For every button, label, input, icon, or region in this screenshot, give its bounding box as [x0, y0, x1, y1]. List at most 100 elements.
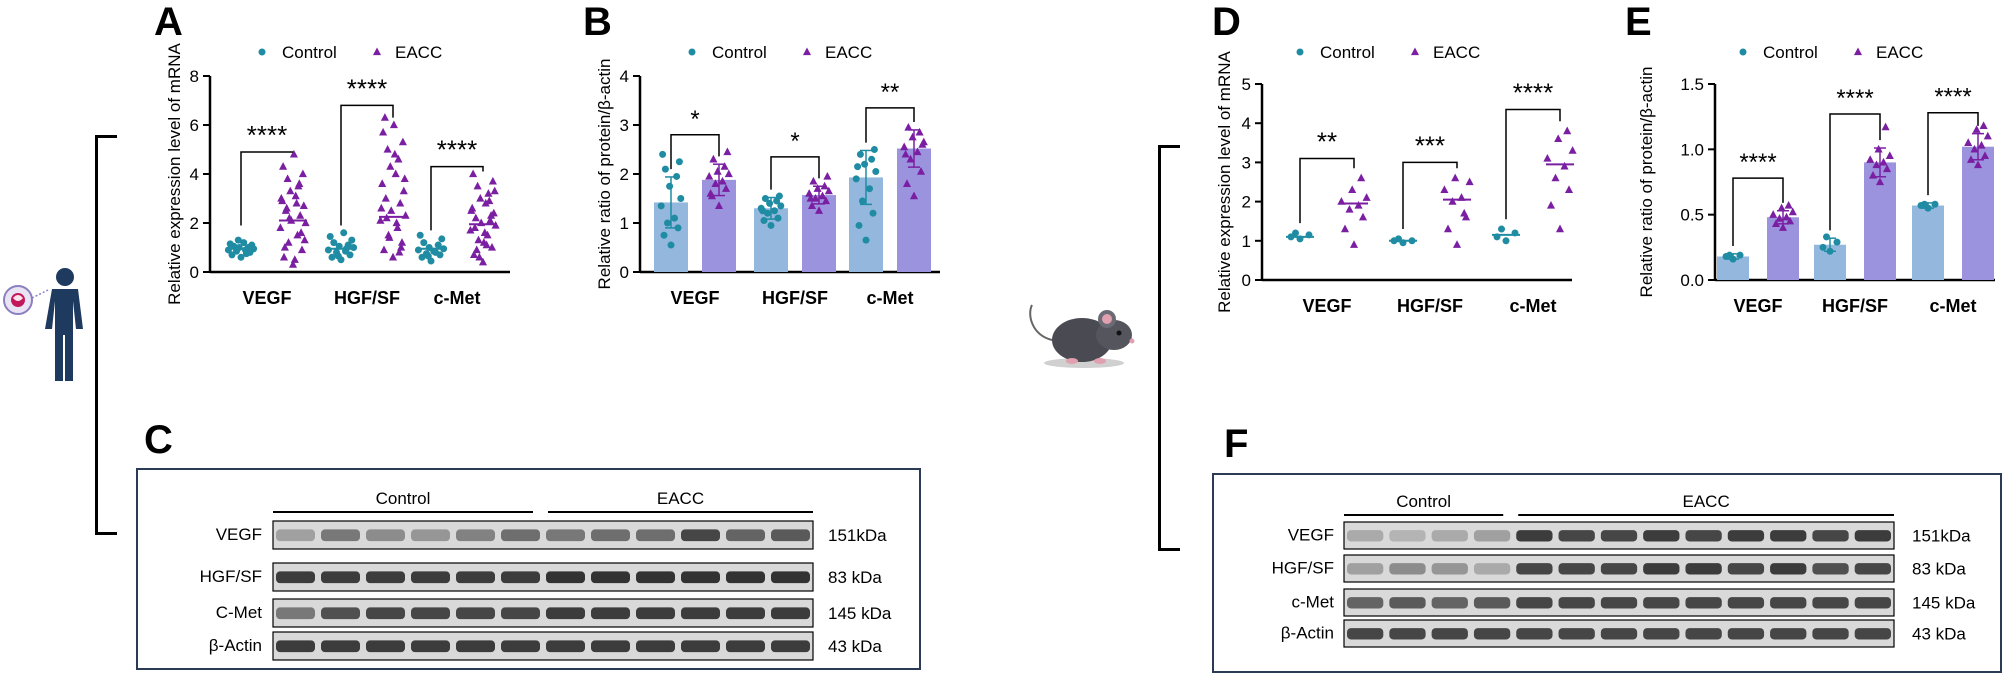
blot-band [726, 607, 765, 620]
control-point [334, 252, 342, 260]
eacc-point [1785, 216, 1795, 225]
eacc-point [813, 184, 822, 192]
legend-control-marker [1739, 48, 1747, 56]
eacc-point [388, 252, 398, 261]
eacc-point [818, 191, 827, 200]
eacc-point [1340, 224, 1350, 233]
control-point [671, 214, 678, 222]
y-tick-label: 4 [190, 165, 199, 184]
eacc-point [476, 194, 485, 202]
eacc-point [391, 169, 400, 178]
x-tick-label: c-Met [1929, 296, 1976, 316]
significance-bracket [670, 134, 720, 170]
control-point [1498, 225, 1505, 233]
blot-band [1770, 530, 1807, 542]
eacc-point [387, 206, 396, 214]
eacc-point [297, 245, 307, 254]
control-point [248, 241, 256, 249]
eacc-point [720, 162, 729, 170]
control-point [237, 253, 245, 261]
control-point [1726, 251, 1733, 259]
blot-band [1516, 563, 1553, 575]
eacc-point [466, 225, 475, 234]
control-point [666, 182, 674, 190]
legend-control-marker [688, 48, 696, 56]
eacc-point [276, 223, 285, 232]
eacc-point [824, 186, 833, 195]
blot-band [1473, 597, 1511, 609]
eacc-point [1872, 160, 1881, 169]
control-point [234, 236, 242, 244]
control-point [1931, 200, 1939, 208]
control-point [872, 168, 880, 176]
blot-band [456, 571, 495, 584]
blot-band [411, 571, 450, 584]
blot-band [1558, 530, 1595, 542]
blot-size-label: 151kDa [828, 526, 887, 545]
eacc-point [1568, 146, 1577, 154]
y-tick-label: 8 [190, 67, 199, 86]
control-group-label: Control [376, 489, 431, 508]
eacc-group-label: EACC [657, 489, 704, 508]
significance-label: ** [1317, 126, 1337, 156]
y-axis-label: Relative expression level of mRNA [165, 42, 184, 304]
eacc-point [490, 186, 499, 195]
legend-control-label: Control [712, 43, 767, 62]
eacc-point [1775, 214, 1784, 222]
eacc-point [1551, 173, 1560, 182]
control-point [673, 172, 681, 180]
blot-band [591, 607, 630, 620]
blot-band [591, 571, 630, 584]
eacc-point [906, 154, 915, 163]
x-tick-label: HGF/SF [1397, 296, 1463, 316]
control-point [657, 202, 665, 210]
blot-band [1389, 530, 1426, 542]
blot-protein-label: C-Met [216, 603, 263, 622]
eacc-point [1460, 208, 1469, 217]
eacc-point [809, 176, 818, 185]
blot-band [321, 571, 360, 584]
blot-band [636, 529, 675, 542]
chart-d-mrna-mouse: 0 1 2 3 4 5 VEGF HGF/SF c-Met Relative expression… [1215, 43, 1577, 316]
legend-eacc-marker [372, 47, 382, 56]
blot-band [1431, 597, 1468, 609]
blot-band [1727, 530, 1765, 542]
eacc-point [820, 181, 829, 190]
eacc-point [474, 235, 483, 244]
blot-band [681, 607, 720, 620]
blot-size-label: 145 kDa [828, 604, 892, 623]
eacc-point [296, 211, 305, 219]
human-silhouette-icon [3, 268, 83, 381]
legend-control-marker [1296, 48, 1304, 56]
legend-eacc-marker [802, 47, 812, 56]
eacc-point [485, 196, 494, 205]
eacc-point [298, 169, 307, 178]
y-tick-label: 5 [1242, 75, 1251, 94]
blot-band [591, 640, 630, 653]
eacc-point [285, 213, 294, 222]
legend-control-label: Control [1320, 43, 1375, 62]
eacc-point [470, 223, 479, 232]
eacc-point [1778, 223, 1788, 231]
significance-bracket [1927, 111, 1979, 196]
control-point [771, 207, 778, 215]
control-point [854, 163, 862, 171]
significance-bracket [240, 151, 293, 226]
eacc-point [713, 167, 722, 175]
eacc-point [915, 127, 924, 136]
eacc-point [1443, 224, 1453, 233]
eacc-point [1555, 224, 1565, 233]
control-point [1823, 233, 1830, 241]
control-point [667, 241, 675, 249]
control-point [661, 165, 669, 173]
panel-label-d: D [1212, 0, 1241, 44]
eacc-point [806, 194, 815, 202]
control-point [674, 224, 682, 232]
blot-size-label: 83 kDa [828, 568, 882, 587]
eacc-point [283, 174, 292, 183]
control-point [340, 229, 348, 237]
blot-band [1600, 628, 1638, 640]
blot-protein-label: VEGF [1288, 525, 1334, 544]
blot-band [1431, 628, 1468, 640]
panel-label-f: F [1224, 422, 1249, 466]
